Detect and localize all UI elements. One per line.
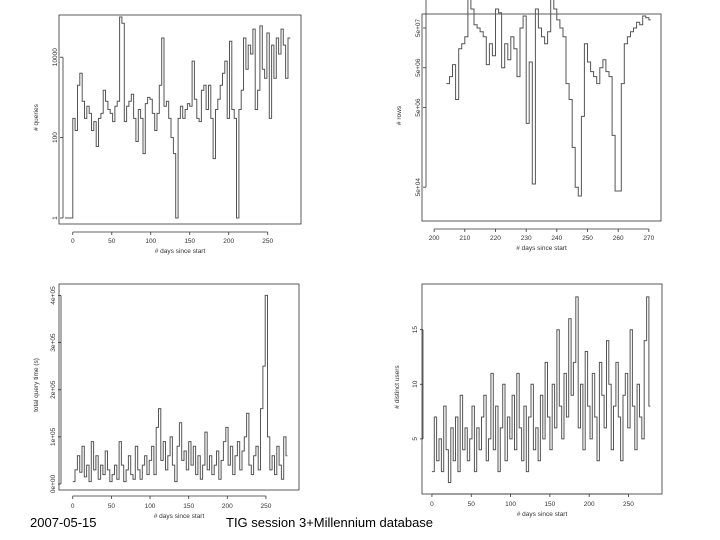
y-tick-label: 5e+07 [415, 18, 422, 37]
x-tick-label: 50 [108, 238, 116, 245]
x-tick-label: 200 [584, 501, 595, 508]
plot-frame [58, 14, 302, 225]
x-tick-label: 50 [108, 503, 116, 510]
x-tick-label: 270 [643, 235, 654, 242]
y-tick-label: 10000 [52, 48, 59, 66]
y-tick-label: 1 [52, 216, 59, 220]
y-tick-label: 1e+05 [50, 427, 57, 446]
x-tick-label: 100 [145, 238, 156, 245]
chart-rows: 200 210 220 230 240 250 260 270 # days since sta… [396, 0, 662, 252]
y-tick-label: 15 [412, 326, 419, 334]
chart-queries: 0 50 100 150 200 250 # days since start 1 100 100… [33, 14, 302, 255]
x-tick-label: 260 [613, 235, 624, 242]
plot-frame [421, 13, 662, 222]
x-tick-label: 0 [71, 238, 75, 245]
series-line [446, 0, 651, 197]
x-tick-label: 250 [261, 503, 272, 510]
y-tick-label: 5e+06 [415, 58, 422, 77]
x-tick-label: 250 [623, 501, 634, 508]
footer-caption: TIG session 3+Millennium database [226, 515, 434, 530]
x-tick-label: 150 [183, 503, 194, 510]
x-tick-label: 240 [551, 235, 562, 242]
x-tick-label: 100 [505, 501, 516, 508]
y-tick-label: 5e+04 [415, 178, 422, 197]
x-tick-label: 210 [459, 235, 470, 242]
chart-distinct-users: 0 50 100 150 200 250 # days since start 5 10 15 # … [394, 283, 663, 518]
y-tick-label: 4e+05 [50, 286, 57, 305]
x-tick-label: 50 [468, 501, 476, 508]
x-tick-label: 250 [262, 238, 273, 245]
x-tick-label: 150 [184, 238, 195, 245]
x-tick-label: 100 [145, 503, 156, 510]
y-axis-title: # queries [33, 103, 40, 130]
chart-query-time: 0 50 100 150 200 250 # days since start 0e+00 1e… [33, 283, 300, 520]
x-axis-title: # days since start [155, 248, 206, 255]
series-line [72, 294, 288, 483]
footer-date: 2007-05-15 [30, 515, 97, 530]
x-tick-label: 0 [71, 503, 75, 510]
y-tick-label: 10 [412, 380, 419, 388]
y-tick-label: 5e+06 [415, 98, 422, 117]
y-axis-title: # rows [396, 105, 403, 125]
x-axis-title: # days since start [517, 511, 568, 518]
x-tick-label: 0 [430, 501, 434, 508]
x-tick-label: 150 [544, 501, 555, 508]
y-axis-title: # distinct users [394, 365, 401, 409]
x-tick-label: 250 [582, 235, 593, 242]
x-axis-title: # days since start [516, 245, 567, 252]
y-tick-label: 3e+05 [50, 333, 57, 352]
x-tick-label: 220 [490, 235, 501, 242]
y-tick-label: 100 [52, 132, 59, 143]
y-tick-label: 0e+00 [50, 474, 57, 493]
y-axis-title: total query time (s) [33, 358, 40, 412]
x-axis-title: # days since start [154, 513, 205, 520]
x-tick-label: 230 [521, 235, 532, 242]
y-tick-label: 5 [412, 437, 419, 441]
x-tick-label: 200 [222, 503, 233, 510]
x-tick-label: 200 [223, 238, 234, 245]
y-tick-label: 2e+05 [50, 380, 57, 399]
series-line [431, 296, 651, 483]
series-line [65, 16, 291, 219]
x-tick-label: 200 [429, 235, 440, 242]
plot-frame [58, 283, 300, 491]
